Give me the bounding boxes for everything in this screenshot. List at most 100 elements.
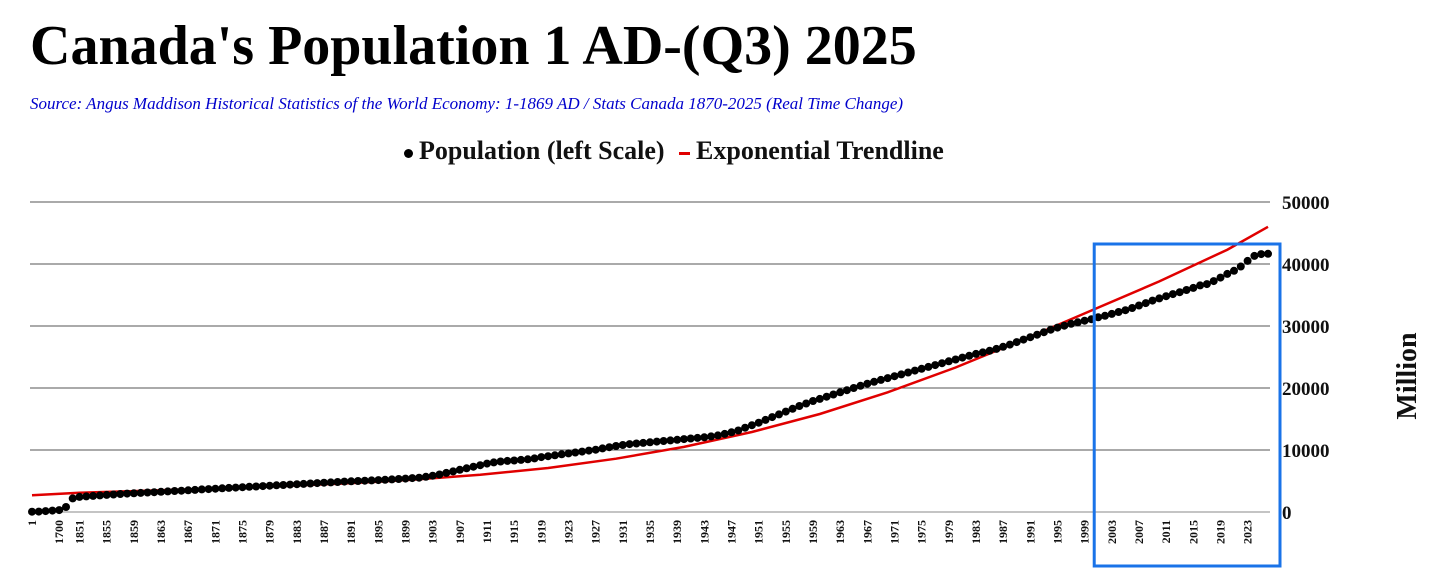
x-tick-label: 2003 <box>1105 520 1119 544</box>
population-point <box>1019 335 1028 344</box>
x-tick-label: 1907 <box>453 520 467 544</box>
population-point <box>306 479 315 488</box>
gridlines <box>30 201 1270 513</box>
population-point <box>272 481 281 490</box>
population-point <box>1121 306 1130 315</box>
population-point <box>544 452 553 461</box>
x-tick-label: 1895 <box>371 520 385 544</box>
x-tick-label: 1887 <box>317 520 331 544</box>
legend-item-population: Population (left Scale) <box>404 136 665 166</box>
population-point <box>863 379 872 388</box>
population-point <box>41 507 50 516</box>
population-point <box>1230 266 1238 275</box>
population-point <box>917 364 926 373</box>
population-point <box>245 482 254 491</box>
x-tick-label: 1919 <box>534 520 548 544</box>
population-point <box>781 407 790 416</box>
annotations <box>1092 242 1282 568</box>
population-point <box>320 478 328 487</box>
population-point <box>809 397 817 405</box>
population-point <box>591 445 600 454</box>
population-point <box>815 394 824 403</box>
x-tick-label: 1883 <box>290 520 304 544</box>
x-tick-label: 1939 <box>670 520 684 544</box>
population-point <box>985 346 994 355</box>
population-point <box>408 474 417 483</box>
population-point <box>48 506 57 515</box>
y-tick-label: 10000 <box>1282 441 1330 462</box>
population-point <box>523 455 532 464</box>
population-point <box>890 372 899 381</box>
population-point <box>75 492 84 501</box>
population-point <box>673 435 682 444</box>
population-point <box>197 485 206 494</box>
population-point <box>265 481 274 490</box>
population-point <box>95 491 104 500</box>
x-tick-label: 1955 <box>779 520 793 544</box>
population-point <box>571 448 580 457</box>
population-point <box>598 444 607 453</box>
population-point <box>218 484 227 493</box>
population-point <box>747 421 756 430</box>
population-point <box>394 475 403 483</box>
population-point <box>761 415 770 424</box>
population-point <box>170 487 179 495</box>
legend-line-marker <box>679 151 691 155</box>
population-point <box>1182 286 1191 294</box>
population-point <box>659 437 668 445</box>
population-point <box>503 456 512 465</box>
x-tick-label: 1999 <box>1078 520 1092 544</box>
population-point <box>802 399 811 408</box>
population-point <box>1033 330 1042 339</box>
population-point <box>578 447 587 456</box>
population-point <box>1128 304 1137 312</box>
legend: Population (left Scale) Exponential Tren… <box>404 136 952 166</box>
population-point <box>666 436 675 445</box>
population-point <box>639 438 648 447</box>
population-point <box>252 482 261 491</box>
population-point <box>1175 288 1184 297</box>
x-tick-label: 1947 <box>724 520 738 544</box>
chart-subtitle: Source: Angus Maddison Historical Statis… <box>30 94 904 113</box>
population-point <box>734 426 743 435</box>
population-point <box>1067 319 1076 328</box>
x-tick-label: 1 <box>25 520 39 526</box>
population-point <box>1202 280 1211 289</box>
population-point <box>557 450 566 459</box>
x-tick-label: 1903 <box>426 520 440 544</box>
x-tick-label: 1899 <box>399 520 413 544</box>
population-point <box>238 483 247 492</box>
population-point <box>931 361 940 370</box>
x-tick-label: 1995 <box>1050 520 1064 544</box>
y-axis-ticks: 0 10000 20000 30000 40000 50000 <box>1282 193 1330 524</box>
population-point <box>1243 256 1252 265</box>
population-point <box>510 456 519 465</box>
population-point <box>1039 328 1048 337</box>
chart-title: Canada's Population 1 AD-(Q3) 2025 <box>30 15 917 77</box>
population-point <box>550 451 559 460</box>
legend-dot-marker <box>404 148 413 158</box>
x-tick-label: 1867 <box>181 520 195 544</box>
population-point <box>1155 294 1164 303</box>
population-point <box>978 348 987 357</box>
population-series <box>28 249 1272 516</box>
y-tick-label: 20000 <box>1282 379 1330 400</box>
x-tick-label: 1859 <box>127 520 141 544</box>
population-point <box>489 458 498 467</box>
x-axis-ticks: 1 1700 1851 1855 1859 1863 1867 1871 1875 1879 188… <box>25 520 1255 544</box>
population-point <box>136 488 145 497</box>
x-tick-label: 1951 <box>752 520 766 544</box>
population-point <box>1250 251 1259 260</box>
x-tick-label: 1875 <box>236 520 250 544</box>
population-point <box>693 433 702 442</box>
population-point <box>897 370 906 379</box>
population-point <box>421 472 430 481</box>
population-point <box>584 446 593 455</box>
x-tick-label: 1987 <box>996 520 1010 544</box>
population-point <box>1053 323 1062 332</box>
population-point <box>1162 292 1171 301</box>
x-tick-label: 1700 <box>52 520 66 544</box>
x-tick-label: 1851 <box>73 520 87 544</box>
x-tick-label: 1979 <box>942 520 956 544</box>
population-point <box>1257 250 1266 259</box>
